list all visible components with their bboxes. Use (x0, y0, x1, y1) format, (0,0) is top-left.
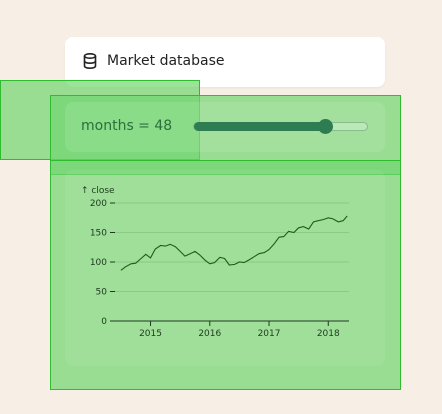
header-card: Market database (65, 37, 385, 87)
slider-label: months = 48 (81, 118, 173, 134)
y-tick-label: 150 (90, 229, 107, 239)
series-line (120, 215, 348, 271)
y-tick-label: 100 (90, 258, 107, 268)
x-tick-label: 2018 (317, 329, 340, 339)
months-slider[interactable] (193, 119, 368, 134)
database-icon (83, 53, 97, 69)
close-price-chart: ↑ close 0 50 100 150 200 2015 2016 2017 2018 (81, 186, 349, 339)
x-tick-label: 2016 (198, 329, 221, 339)
chart-card: ↑ close 0 50 100 150 200 2015 2016 2017 2018 (65, 170, 385, 366)
highlight-box (50, 160, 401, 390)
slider-handle[interactable] (318, 119, 334, 134)
y-tick-label: 0 (101, 317, 107, 327)
x-tick-label: 2017 (258, 329, 281, 339)
y-tick-label: 50 (96, 288, 108, 298)
y-axis-label: ↑ close (81, 186, 115, 196)
y-tick-label: 200 (90, 199, 107, 209)
slider-card: months = 48 (65, 102, 385, 152)
slider-fill (194, 122, 326, 131)
x-tick-label: 2015 (139, 329, 162, 339)
page-title: Market database (107, 53, 225, 69)
